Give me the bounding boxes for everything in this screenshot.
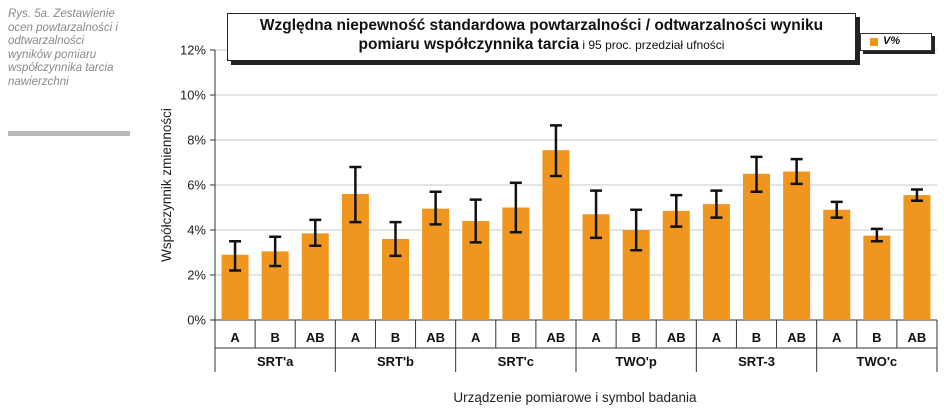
bar [702,204,730,320]
figure-caption: Rys. 5a. Zestawienie ocen powtarzalności… [8,8,118,88]
category-label: AB [908,330,927,345]
group-label: SRT-3 [738,354,775,369]
bar [662,210,690,320]
group-label: SRT'a [257,354,294,369]
category-label: A [832,330,842,345]
bar [542,150,570,320]
y-tick-label: 8% [187,133,206,148]
category-label: B [872,330,881,345]
bar [783,171,811,320]
y-tick-label: 12% [180,43,206,58]
group-label: SRT'c [498,354,534,369]
category-label: AB [547,330,566,345]
caption-divider [8,131,130,136]
chart-title-box: Względna niepewność standardowa powtarza… [227,13,856,61]
legend-label: V% [883,35,901,47]
category-label: B [391,330,400,345]
category-label: AB [787,330,806,345]
category-label: B [511,330,520,345]
category-label: AB [426,330,445,345]
chart-subtitle-rest: i 95 proc. przedział ufności [579,38,725,52]
chart-title: Względna niepewność standardowa powtarza… [259,17,824,34]
group-label: TWO'p [615,354,656,369]
category-label: AB [306,330,325,345]
bar [903,195,931,320]
bar [422,208,450,320]
category-label: A [712,330,722,345]
bar [823,209,851,320]
category-label: A [471,330,481,345]
y-tick-label: 6% [187,178,206,193]
x-axis-title: Urządzenie pomiarowe i symbol badania [453,390,697,405]
category-label: B [631,330,640,345]
y-tick-label: 4% [187,223,206,238]
y-tick-label: 2% [187,268,206,283]
chart-subtitle-bold: pomiaru współczynnika tarcia [358,36,580,53]
bar [743,173,770,320]
legend-swatch [870,38,878,46]
category-label: B [752,330,761,345]
y-tick-label: 10% [180,88,206,103]
category-label: A [351,330,361,345]
y-tick-label: 0% [187,313,206,328]
bar [863,235,891,320]
category-label: A [591,330,601,345]
category-label: B [270,330,279,345]
group-label: TWO'c [857,354,898,369]
category-label: A [230,330,240,345]
y-axis-title: Współczynnik zmienności [159,108,174,262]
group-label: SRT'b [377,354,414,369]
bar [301,233,329,320]
category-label: AB [667,330,686,345]
legend: V% [860,33,932,51]
chart-subtitle: pomiaru współczynnika tarcia i 95 proc. … [228,36,855,54]
